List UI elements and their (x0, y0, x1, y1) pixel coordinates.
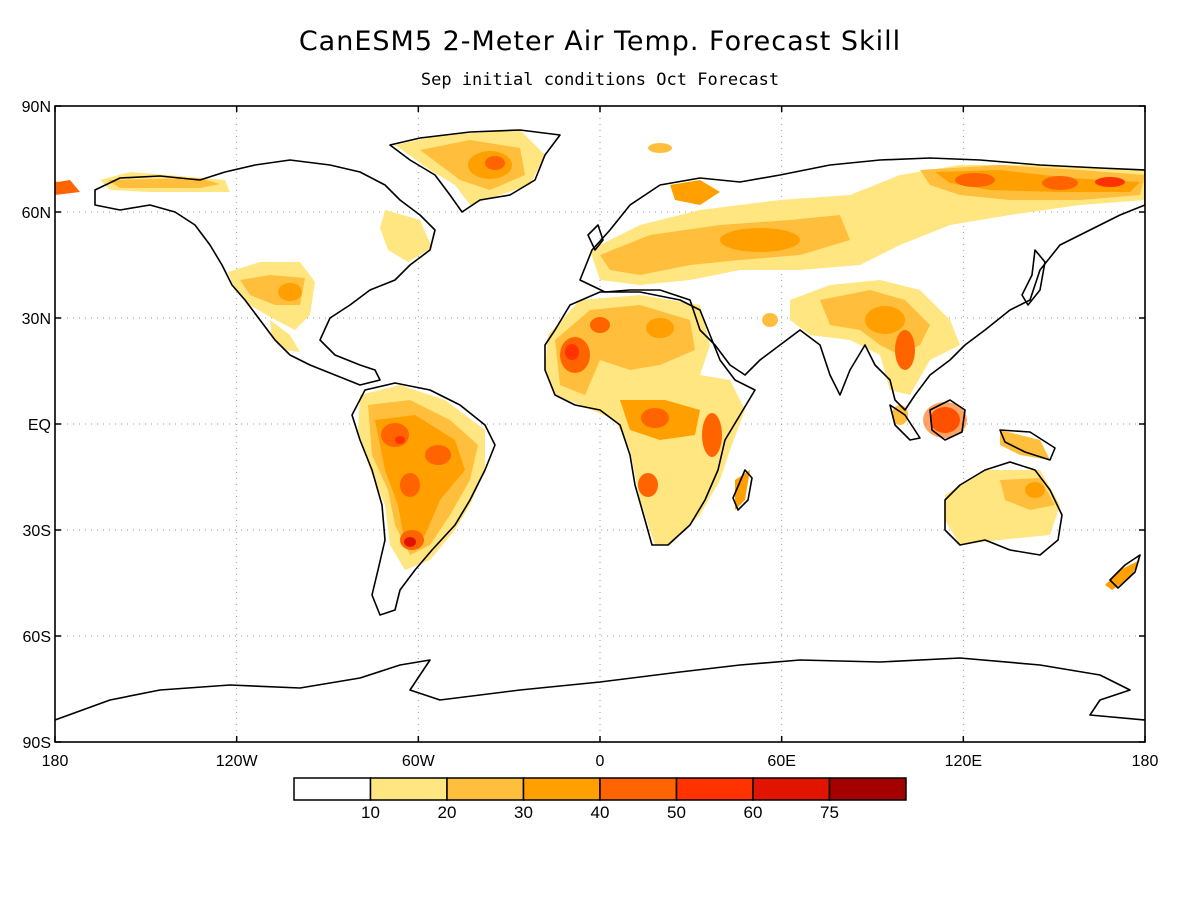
lon-tick-label: 60E (767, 753, 795, 770)
skill-region-greenland (395, 130, 545, 205)
lon-tick-label: 120W (216, 753, 259, 770)
skill-region-asia-south (762, 280, 1050, 460)
coastline-antarctica (55, 657, 1145, 721)
lat-tick-label: 30N (22, 311, 51, 328)
color-bar-swatch (752, 777, 831, 801)
map-title: CanESM5 2-Meter Air Temp. Forecast Skill (298, 26, 902, 57)
skill-region-south-america (358, 385, 485, 570)
longitude-axis: 180 120W 60W 0 60E 120E 180 (42, 106, 1159, 770)
skill-region-eurasia-north (55, 143, 1145, 285)
coastline-new-zealand (1109, 554, 1141, 589)
color-bar-label: 40 (591, 803, 610, 822)
latitude-axis: 90N 60N 30N EQ 30S 60S 90S (22, 99, 1145, 752)
color-bar-swatch (369, 777, 448, 801)
color-bar-label: 30 (514, 803, 533, 822)
lon-tick-label: 180 (42, 753, 69, 770)
skill-shading (55, 130, 1145, 590)
coastline-japan (1021, 249, 1046, 306)
skill-region-africa (545, 295, 750, 545)
map-subtitle: Sep initial conditions Oct Forecast (420, 70, 780, 90)
lon-tick-label: 180 (1132, 753, 1159, 770)
coastline-madagascar (732, 469, 753, 511)
coastline-australia (944, 461, 1063, 556)
coastline-africa (544, 291, 756, 546)
coastline-sumatra (889, 404, 921, 441)
coastline-british-isles (587, 224, 604, 251)
coastline-south-america (351, 382, 496, 616)
coastline-new-guinea (999, 429, 1056, 461)
color-bar-swatch (293, 777, 372, 801)
lat-tick-label: 60S (23, 629, 51, 646)
color-bar-label: 75 (820, 803, 839, 822)
color-bar-swatch (522, 777, 601, 801)
color-bar-label: 10 (361, 803, 380, 822)
lat-tick-label: 60N (22, 205, 51, 222)
lon-tick-label: 0 (596, 753, 605, 770)
color-bar-label: 60 (744, 803, 763, 822)
lat-tick-label: EQ (28, 417, 51, 434)
lat-tick-label: 90S (23, 735, 51, 752)
color-bar-label: 20 (438, 803, 457, 822)
coastline-north-america (94, 159, 436, 386)
color-bar-label: 50 (667, 803, 686, 822)
lon-tick-label: 120E (945, 753, 982, 770)
lat-tick-label: 90N (22, 99, 51, 116)
skill-region-north-america (55, 172, 432, 352)
skill-region-australia (945, 470, 1140, 590)
coastline-greenland (389, 129, 561, 213)
color-bar-swatch (446, 777, 525, 801)
lon-tick-label: 60W (402, 753, 436, 770)
color-bar-swatch (675, 777, 754, 801)
lat-tick-label: 30S (23, 523, 51, 540)
color-bar: 10 20 30 40 50 60 75 (293, 777, 907, 822)
coastline-eurasia (579, 157, 1145, 411)
color-bar-swatch (828, 777, 907, 801)
color-bar-swatch (599, 777, 678, 801)
coastline-borneo (929, 399, 966, 441)
coastlines (55, 129, 1145, 721)
